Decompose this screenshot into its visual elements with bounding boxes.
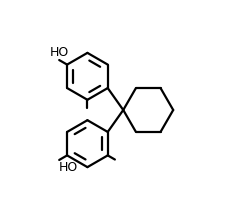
Text: HO: HO [50, 46, 69, 59]
Text: HO: HO [59, 161, 78, 174]
